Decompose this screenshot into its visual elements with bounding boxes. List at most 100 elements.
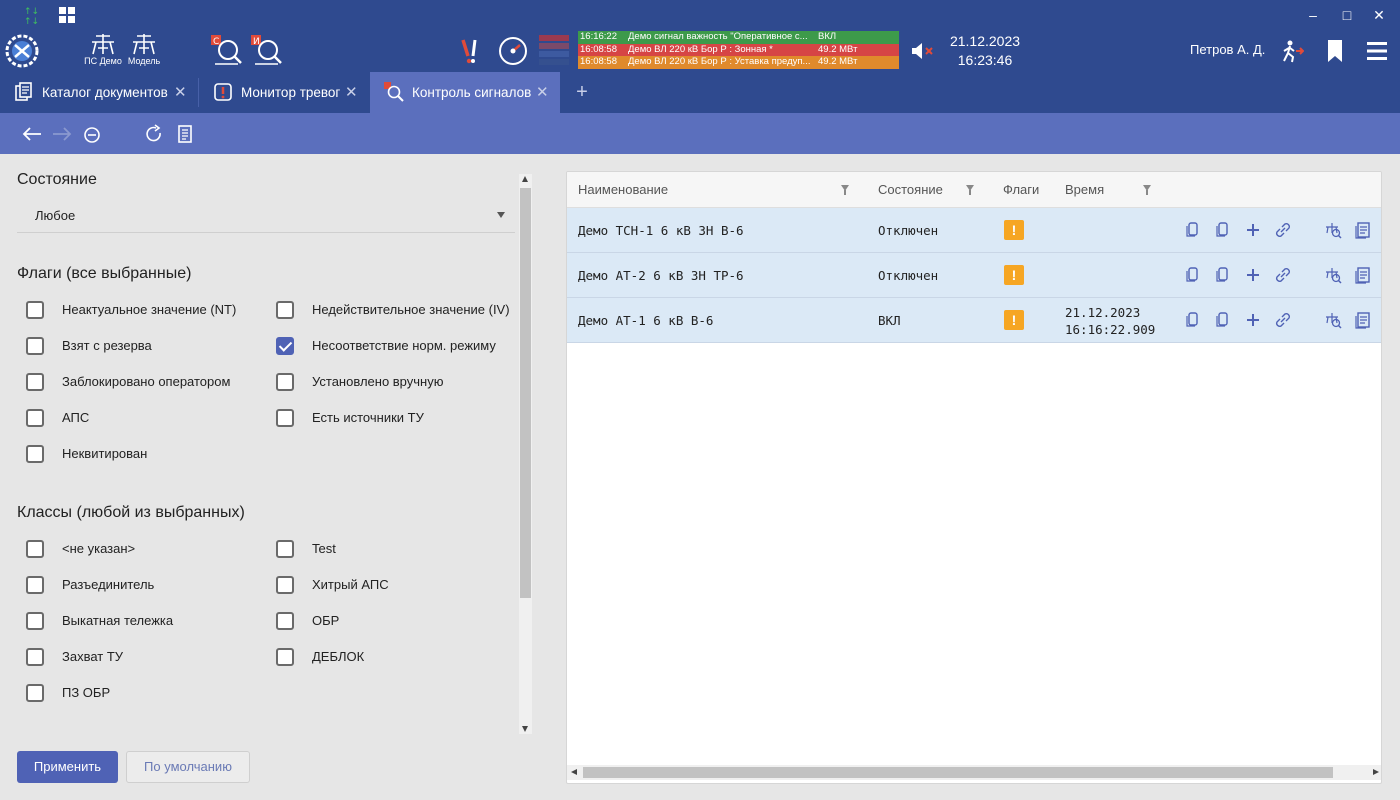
table-row[interactable]: Демо АТ-2 6 кВ ЗН ТР-6 Отключен ! xyxy=(567,253,1381,298)
checkbox-label: АПС xyxy=(62,410,90,425)
event-ticker[interactable]: 16:16:22 Демо сигнал важность "Оперативн… xyxy=(578,31,899,69)
substation-search-icon[interactable] xyxy=(1324,311,1342,329)
forward-arrow-icon[interactable] xyxy=(51,123,73,145)
checkbox-box[interactable] xyxy=(276,576,294,594)
tab-document-catalog[interactable]: Каталог документов ✕ xyxy=(0,72,198,113)
table-row[interactable]: Демо ТСН-1 6 кВ ЗН В-6 Отключен ! xyxy=(567,208,1381,253)
bookmark-icon[interactable] xyxy=(1326,39,1344,63)
refresh-icon[interactable] xyxy=(143,123,165,145)
signal-search-i-icon[interactable]: И xyxy=(250,34,284,66)
tab-label: Каталог документов xyxy=(42,85,168,100)
add-icon[interactable] xyxy=(1244,311,1262,329)
event-value: ВКЛ xyxy=(818,31,837,42)
model-button[interactable]: Модель xyxy=(126,32,162,70)
event-row[interactable]: 16:08:58 Демо ВЛ 220 кВ Бор Р : Уставка … xyxy=(578,56,899,69)
substation-search-icon[interactable] xyxy=(1324,221,1342,239)
scroll-right-icon[interactable] xyxy=(1373,769,1379,775)
date-time-display: 21.12.2023 16:23:46 xyxy=(940,32,1030,70)
duplicate-icon[interactable] xyxy=(1214,221,1232,239)
add-icon[interactable] xyxy=(1244,266,1262,284)
add-icon[interactable] xyxy=(1244,221,1262,239)
scroll-thumb[interactable] xyxy=(583,767,1333,778)
report-icon[interactable] xyxy=(1354,221,1372,239)
tab-signal-control[interactable]: Контроль сигналов ✕ xyxy=(370,72,560,113)
maximize-button[interactable]: □ xyxy=(1342,7,1352,23)
checkbox-box[interactable] xyxy=(26,540,44,558)
copy-icon[interactable] xyxy=(1184,266,1202,284)
link-icon[interactable] xyxy=(1274,266,1292,284)
alarm-exclamation-icon[interactable] xyxy=(459,37,485,65)
column-header-time[interactable]: Время xyxy=(1065,182,1105,197)
checkbox-box[interactable] xyxy=(26,684,44,702)
checkbox-box[interactable] xyxy=(276,373,294,391)
sound-muted-icon[interactable] xyxy=(911,41,935,61)
user-name[interactable]: Петров А. Д. xyxy=(1190,42,1266,57)
filter-icon[interactable] xyxy=(1143,185,1151,195)
event-row[interactable]: 16:08:58 Демо ВЛ 220 кВ Бор Р : Зонная *… xyxy=(578,43,899,57)
document-icon[interactable] xyxy=(174,123,196,145)
ps-demo-button[interactable]: ПС Демо xyxy=(82,32,124,70)
checkbox-box[interactable] xyxy=(26,445,44,463)
minimize-button[interactable]: – xyxy=(1309,7,1317,23)
column-header-name[interactable]: Наименование xyxy=(578,182,669,197)
close-tab-icon[interactable]: ✕ xyxy=(345,84,358,101)
checkbox-box[interactable] xyxy=(26,648,44,666)
default-button[interactable]: По умолчанию xyxy=(126,751,250,783)
scroll-left-icon[interactable] xyxy=(571,769,577,775)
checkbox-box[interactable] xyxy=(276,409,294,427)
signal-search-c-icon[interactable]: С xyxy=(210,34,244,66)
column-header-state[interactable]: Состояние xyxy=(878,182,943,197)
signal-name: Демо АТ-1 6 кВ В-6 xyxy=(578,313,714,328)
substation-search-icon[interactable] xyxy=(1324,266,1342,284)
logo-icon xyxy=(5,34,39,68)
checkbox-box[interactable] xyxy=(26,337,44,355)
duplicate-icon[interactable] xyxy=(1214,266,1232,284)
stop-icon[interactable] xyxy=(81,123,103,145)
report-icon[interactable] xyxy=(1354,266,1372,284)
checkbox-box-checked[interactable] xyxy=(276,337,294,355)
filter-icon[interactable] xyxy=(841,185,849,195)
checkbox-box[interactable] xyxy=(26,301,44,319)
gauge-icon[interactable] xyxy=(498,36,528,66)
report-icon[interactable] xyxy=(1354,311,1372,329)
event-row[interactable]: 16:16:22 Демо сигнал важность "Оперативн… xyxy=(578,31,899,44)
scroll-thumb[interactable] xyxy=(520,188,531,598)
scroll-up-icon[interactable] xyxy=(522,176,528,182)
close-window-button[interactable]: ✕ xyxy=(1373,7,1385,23)
checkbox-box[interactable] xyxy=(276,301,294,319)
transfer-arrows-icon: ↑↓ ↑↓ xyxy=(24,7,39,26)
menu-icon[interactable] xyxy=(1366,40,1388,62)
table-horizontal-scrollbar[interactable] xyxy=(567,765,1381,780)
apps-grid-icon[interactable] xyxy=(58,6,76,24)
link-icon[interactable] xyxy=(1274,311,1292,329)
scroll-down-icon[interactable] xyxy=(522,726,528,732)
back-arrow-icon[interactable] xyxy=(21,123,43,145)
copy-icon[interactable] xyxy=(1184,311,1202,329)
signal-state: ВКЛ xyxy=(878,313,901,328)
checkbox-box[interactable] xyxy=(276,648,294,666)
link-icon[interactable] xyxy=(1274,221,1292,239)
checkbox-label: Захват ТУ xyxy=(62,649,124,664)
checkbox-box[interactable] xyxy=(26,373,44,391)
state-select[interactable]: Любое xyxy=(17,202,515,233)
close-tab-icon[interactable]: ✕ xyxy=(174,84,187,101)
checkbox-box[interactable] xyxy=(276,540,294,558)
event-time: 16:08:58 xyxy=(580,43,617,55)
checkbox-label: ПЗ ОБР xyxy=(62,685,111,700)
copy-icon[interactable] xyxy=(1184,221,1202,239)
duplicate-icon[interactable] xyxy=(1214,311,1232,329)
filter-scrollbar[interactable] xyxy=(519,174,532,734)
table-row[interactable]: Демо АТ-1 6 кВ В-6 ВКЛ ! 21.12.2023 16:1… xyxy=(567,298,1381,343)
checkbox-box[interactable] xyxy=(26,409,44,427)
column-header-flags[interactable]: Флаги xyxy=(1003,182,1040,197)
add-tab-button[interactable]: + xyxy=(576,81,588,103)
checkbox-box[interactable] xyxy=(276,612,294,630)
checkbox-box[interactable] xyxy=(26,576,44,594)
event-time: 16:16:22 xyxy=(580,31,617,42)
checkbox-box[interactable] xyxy=(26,612,44,630)
tab-alarm-monitor[interactable]: Монитор тревог ✕ xyxy=(199,72,369,113)
logout-icon[interactable] xyxy=(1280,39,1304,63)
close-tab-icon[interactable]: ✕ xyxy=(536,84,549,101)
filter-icon[interactable] xyxy=(966,185,974,195)
apply-button[interactable]: Применить xyxy=(17,751,118,783)
